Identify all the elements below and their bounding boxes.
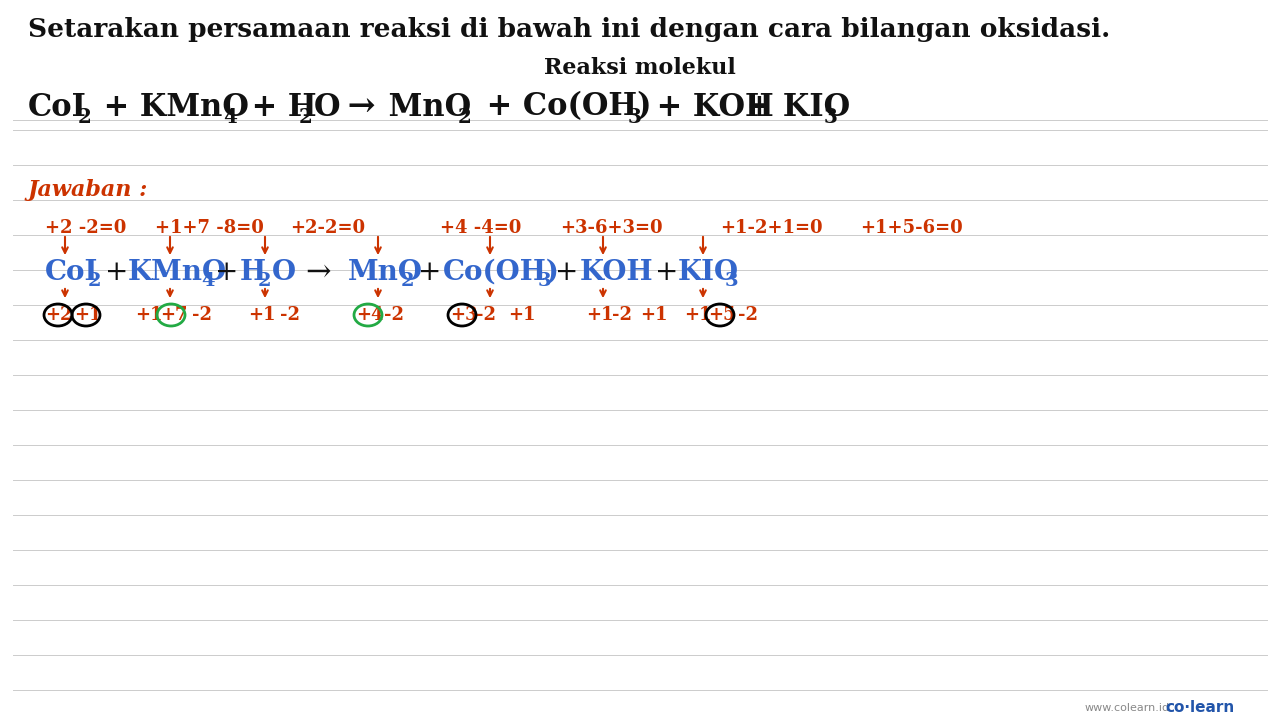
Text: Reaksi molekul: Reaksi molekul xyxy=(544,57,736,79)
Text: KOH: KOH xyxy=(580,258,654,286)
Text: +1: +1 xyxy=(74,306,101,324)
Text: +1: +1 xyxy=(134,306,163,324)
Text: →: → xyxy=(305,256,330,287)
Text: CoI: CoI xyxy=(45,258,99,286)
Text: + KIO: + KIO xyxy=(736,91,850,122)
Text: KMnO: KMnO xyxy=(128,258,227,286)
Text: +2 -2=0: +2 -2=0 xyxy=(45,219,127,237)
Text: -2: -2 xyxy=(612,306,632,324)
Text: CoI: CoI xyxy=(28,91,87,122)
Text: MnO: MnO xyxy=(378,91,471,122)
Text: KIO: KIO xyxy=(678,258,739,286)
Text: 4: 4 xyxy=(223,107,237,127)
Text: Jawaban :: Jawaban : xyxy=(28,179,148,201)
Text: 2: 2 xyxy=(401,272,415,290)
Text: O: O xyxy=(314,91,340,122)
Text: + Co(OH): + Co(OH) xyxy=(476,91,652,122)
Text: +: + xyxy=(215,258,238,286)
Text: +5: +5 xyxy=(708,306,736,324)
Text: -2: -2 xyxy=(476,306,497,324)
Text: -2: -2 xyxy=(739,306,758,324)
Text: +3-6+3=0: +3-6+3=0 xyxy=(561,219,663,237)
Text: 2: 2 xyxy=(458,107,472,127)
Text: 2: 2 xyxy=(78,107,92,127)
Text: 3: 3 xyxy=(724,272,739,290)
Text: Setarakan persamaan reaksi di bawah ini dengan cara bilangan oksidasi.: Setarakan persamaan reaksi di bawah ini … xyxy=(28,17,1110,42)
Text: O: O xyxy=(273,258,296,286)
Text: +2: +2 xyxy=(45,306,73,324)
Text: +: + xyxy=(655,258,678,286)
Text: +1: +1 xyxy=(508,306,535,324)
Text: -2: -2 xyxy=(384,306,404,324)
Text: +1: +1 xyxy=(684,306,712,324)
Text: MnO: MnO xyxy=(348,258,422,286)
Text: +1+5-6=0: +1+5-6=0 xyxy=(860,219,963,237)
Text: + H: + H xyxy=(241,91,316,122)
Text: +1: +1 xyxy=(586,306,613,324)
Text: H: H xyxy=(241,258,266,286)
Text: 3: 3 xyxy=(538,272,552,290)
Text: -2: -2 xyxy=(280,306,300,324)
Text: -2: -2 xyxy=(192,306,212,324)
Text: +1: +1 xyxy=(248,306,275,324)
Text: co·learn: co·learn xyxy=(1165,701,1234,716)
Text: →: → xyxy=(335,91,375,124)
Text: +3: +3 xyxy=(451,306,477,324)
Text: +1+7 -8=0: +1+7 -8=0 xyxy=(155,219,264,237)
Text: 3: 3 xyxy=(628,107,641,127)
Text: www.colearn.id: www.colearn.id xyxy=(1085,703,1170,713)
Text: +2-2=0: +2-2=0 xyxy=(291,219,365,237)
Text: +1-2+1=0: +1-2+1=0 xyxy=(719,219,823,237)
Text: 2: 2 xyxy=(259,272,271,290)
Text: +7: +7 xyxy=(160,306,187,324)
Text: + KMnO: + KMnO xyxy=(93,91,248,122)
Text: +1: +1 xyxy=(640,306,667,324)
Text: Co(OH): Co(OH) xyxy=(443,258,559,286)
Text: 2: 2 xyxy=(88,272,101,290)
Text: +: + xyxy=(556,258,579,286)
Text: 3: 3 xyxy=(824,107,838,127)
Text: + KOH: + KOH xyxy=(646,91,773,122)
Text: 4: 4 xyxy=(201,272,215,290)
Text: 2: 2 xyxy=(300,107,312,127)
Text: +4 -4=0: +4 -4=0 xyxy=(440,219,521,237)
Text: +4: +4 xyxy=(356,306,384,324)
Text: +: + xyxy=(419,258,442,286)
Text: +: + xyxy=(105,258,128,286)
